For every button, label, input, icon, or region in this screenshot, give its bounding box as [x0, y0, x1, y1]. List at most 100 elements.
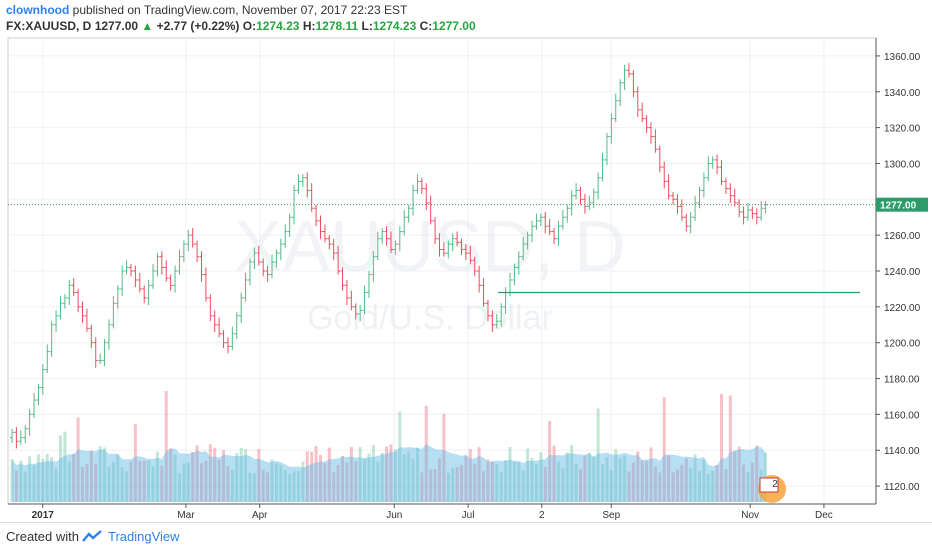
volume-bar [715, 464, 719, 502]
volume-bar [393, 449, 397, 502]
volume-bar [261, 469, 265, 502]
price-bar [384, 226, 389, 246]
price-bar [406, 204, 411, 223]
price-bar [697, 186, 702, 209]
price-bar [463, 244, 468, 261]
price-bar [666, 174, 671, 200]
price-bar [591, 188, 596, 209]
price-bar [574, 183, 579, 200]
price-bar [402, 210, 407, 236]
price-tick-label: 1180.00 [884, 375, 920, 386]
volume-bar [147, 460, 151, 502]
price-bar [737, 199, 742, 218]
price-bar [481, 278, 486, 307]
price-bar [287, 213, 292, 237]
price-bar [657, 145, 662, 173]
price-bar [604, 132, 609, 166]
volume-bar [684, 458, 688, 502]
price-bar [274, 249, 279, 268]
price-bar [322, 224, 327, 243]
price-bar [292, 184, 297, 225]
volume-bar [363, 459, 367, 502]
price-bar [556, 220, 561, 246]
volume-bar [592, 456, 596, 502]
price-bar [688, 211, 693, 234]
volume-bar [345, 462, 349, 502]
price-bar [93, 337, 98, 368]
volume-bar [653, 466, 657, 502]
change-value: +2.77 (+0.22%) [156, 19, 240, 33]
volume-bar [667, 455, 671, 502]
price-bar [723, 177, 728, 194]
price-tick-label: 1260.00 [884, 231, 921, 242]
volume-bar [314, 446, 318, 502]
grid [7, 37, 877, 505]
volume-bar [433, 468, 437, 502]
price-chart[interactable]: XAUUSD, D Gold/U.S. Dollar 1120.00 1140.0… [0, 36, 932, 522]
price-bar [626, 63, 631, 78]
volume-bar [367, 453, 371, 502]
price-bar [45, 344, 50, 374]
price-bar [609, 113, 614, 144]
price-bar [494, 314, 499, 329]
price-bar [613, 93, 618, 123]
price-bar [89, 324, 94, 349]
volume-bar [213, 447, 217, 502]
volume-bar [675, 469, 679, 502]
price-bar [380, 227, 385, 245]
volume-bar [292, 471, 296, 502]
volume-bar [89, 450, 93, 502]
price-bar [477, 265, 482, 293]
price-bar [344, 279, 349, 306]
price-bar [530, 220, 535, 243]
price-bar [600, 152, 605, 182]
volume-bar [601, 463, 605, 502]
price-bar [653, 129, 658, 153]
price-bar [128, 263, 133, 277]
chart-area[interactable]: XAUUSD, D Gold/U.S. Dollar 1120.00 1140.0… [0, 36, 932, 522]
price-bar [446, 240, 451, 259]
volume-bar [186, 462, 190, 502]
price-bar [111, 296, 116, 329]
volume-bar [204, 460, 208, 502]
volume-bar [662, 397, 666, 502]
price-tick-label: 1120.00 [884, 482, 920, 493]
price-bar [582, 193, 587, 214]
volume-bar [50, 457, 54, 502]
price-bar [763, 201, 768, 214]
open-value: 1274.23 [256, 19, 300, 33]
high-value: 1278.11 [315, 19, 359, 33]
price-bar [155, 253, 160, 277]
volume-bar [424, 405, 428, 502]
volume-ma-area [12, 444, 766, 502]
tradingview-brand[interactable]: TradingView [108, 529, 180, 544]
price-bar [684, 213, 689, 232]
author-link[interactable]: clownhood [6, 3, 70, 17]
price-bar [98, 353, 103, 365]
volume-bar [354, 461, 358, 502]
price-bar [164, 260, 169, 282]
volume-bar [296, 470, 300, 502]
volume-bar [63, 431, 67, 502]
price-bar [283, 224, 288, 248]
volume-bar [252, 473, 256, 502]
price-bar [27, 409, 32, 436]
volume-bar [482, 471, 486, 502]
price-bar [741, 206, 746, 225]
events-badge[interactable]: 2 [758, 475, 786, 503]
volume-bar [552, 445, 556, 502]
volume-bar [239, 447, 243, 502]
volume-bar [36, 454, 40, 502]
symbol-info: FX:XAUUSD, D 1277.00 ▲ +2.77 (+0.22%) O:… [6, 19, 476, 33]
time-tick-label: 2017 [32, 510, 55, 521]
price-bar [437, 233, 442, 257]
price-bar [247, 258, 252, 286]
price-bar [195, 240, 200, 263]
volume-bar [195, 445, 199, 502]
volume-bar [85, 464, 89, 502]
price-bar [679, 199, 684, 221]
price-bar [76, 288, 81, 313]
volume-bar [138, 460, 142, 502]
volume-bar [446, 472, 450, 502]
price-bar [67, 279, 72, 306]
